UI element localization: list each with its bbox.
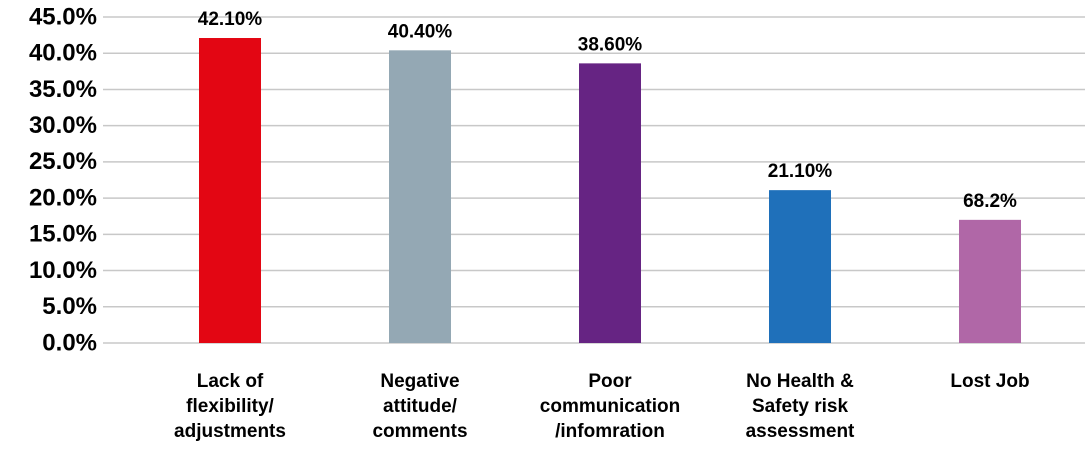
y-tick-label: 30.0% [29,112,97,139]
x-tick-label: No Health & Safety risk assessment [745,371,855,442]
x-tick-label: Poor communication /infomration [539,371,681,442]
bar [389,50,451,344]
y-tick-label: 25.0% [29,148,97,175]
x-tick-label: Lack of flexibility/ adjustments [174,371,286,442]
y-tick-label: 0.0% [42,329,97,356]
y-tick-label: 40.0% [29,40,97,67]
data-label: 40.40% [388,21,453,42]
data-label: 38.60% [578,34,643,55]
y-tick-label: 35.0% [29,76,97,103]
bar [959,219,1021,343]
bar [579,63,641,344]
bar [199,38,261,344]
x-tick-label: Negative attitude/ comments [372,371,468,442]
y-tick-label: 5.0% [42,293,97,320]
data-label: 21.10% [768,161,833,182]
y-tick-label: 10.0% [29,257,97,284]
data-label: 42.10% [198,9,263,30]
annotation: 68.2% [963,191,1017,212]
y-tick-label: 15.0% [29,221,97,248]
x-tick-label: Lost Job [950,371,1030,392]
bar [769,190,831,343]
y-tick-label: 20.0% [29,184,97,211]
y-tick-label: 45.0% [29,3,97,30]
